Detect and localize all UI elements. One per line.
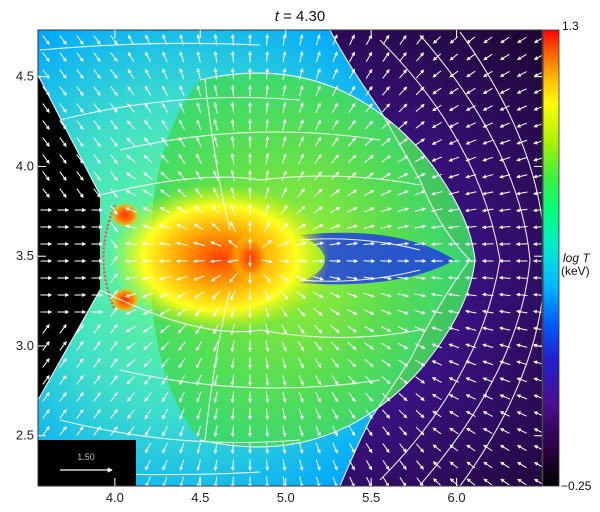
colorbar-min-label: −0.25: [561, 479, 592, 493]
hot-central-region: [110, 183, 330, 333]
velocity-arrow: [500, 278, 511, 279]
colorbar-gradient: [543, 30, 559, 486]
velocity-arrow: [517, 278, 528, 279]
x-tick-label: 5.0: [277, 490, 295, 505]
arrow-scale-label: 1.50: [77, 452, 95, 462]
velocity-arrow: [466, 244, 477, 245]
velocity-arrow: [296, 261, 307, 262]
arrow-scale-box: [38, 440, 136, 486]
velocity-arrow: [432, 244, 443, 245]
hot-spot-lower: [110, 287, 140, 313]
title-value: 4.30: [296, 8, 325, 25]
y-tick-label: 2.5: [16, 428, 34, 443]
x-tick-label: 5.5: [362, 490, 380, 505]
x-tick-label: 4.5: [191, 490, 209, 505]
y-tick-label: 3.5: [16, 248, 34, 263]
colorbar: 1.3 −0.25 log T (keV): [543, 19, 592, 493]
velocity-arrow: [194, 261, 205, 262]
colorbar-max-label: 1.3: [562, 19, 579, 33]
y-tick-label: 4.0: [16, 158, 34, 173]
plot-title: t = 4.30: [275, 8, 325, 25]
y-tick-label: 4.5: [16, 69, 34, 84]
plot-area: 1.50: [38, 30, 545, 488]
velocity-arrow: [449, 244, 460, 245]
colorbar-label-line2: (keV): [561, 264, 590, 278]
x-tick-label: 4.0: [106, 490, 124, 505]
colorbar-label-line1: log T: [563, 251, 591, 265]
velocity-arrow: [483, 244, 494, 245]
y-tick-label: 3.0: [16, 338, 34, 353]
x-tick-label: 6.0: [448, 490, 466, 505]
